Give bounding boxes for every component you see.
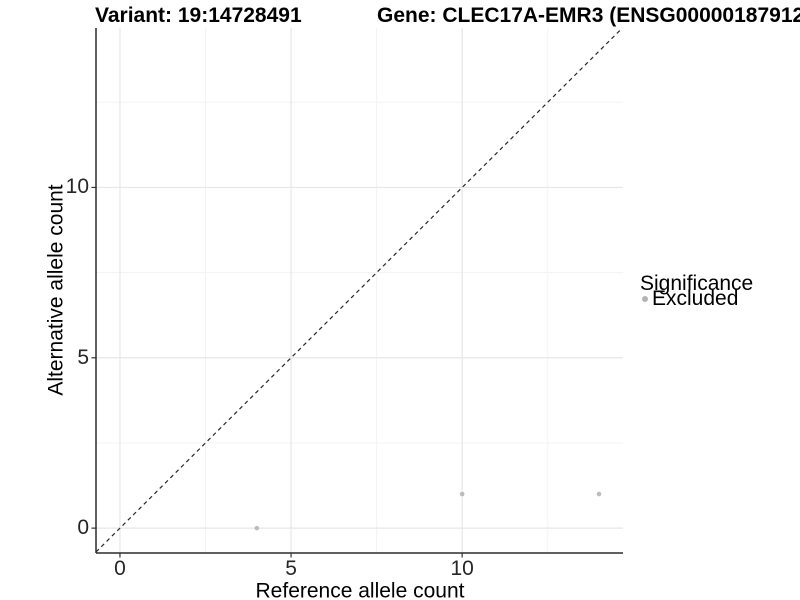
y-tick-label: 5	[77, 345, 89, 369]
x-tick-label: 10	[450, 557, 474, 580]
x-tick-label: 0	[114, 557, 126, 580]
identity-dashed-line	[95, 27, 623, 553]
data-point	[459, 491, 465, 497]
data-point	[254, 525, 260, 531]
scatter-plot-canvas	[91, 27, 623, 558]
legend-point-icon	[642, 296, 648, 302]
x-axis-title: Reference allele count	[255, 579, 465, 600]
legend-title: Significance	[640, 272, 754, 295]
y-tick-label: 0	[77, 516, 89, 540]
data-point	[596, 491, 602, 497]
y-tick-label: 10	[65, 175, 89, 199]
plot-title-variant: Variant: 19:14728491	[95, 4, 302, 27]
legend-item-label: Excluded	[652, 287, 739, 310]
legend: Significance Excluded	[640, 272, 754, 310]
legend-item: Excluded	[641, 288, 738, 310]
x-tick-label: 5	[285, 557, 297, 580]
plot-title-gene: Gene: CLEC17A-EMR3 (ENSG00000187912-E	[377, 4, 800, 27]
